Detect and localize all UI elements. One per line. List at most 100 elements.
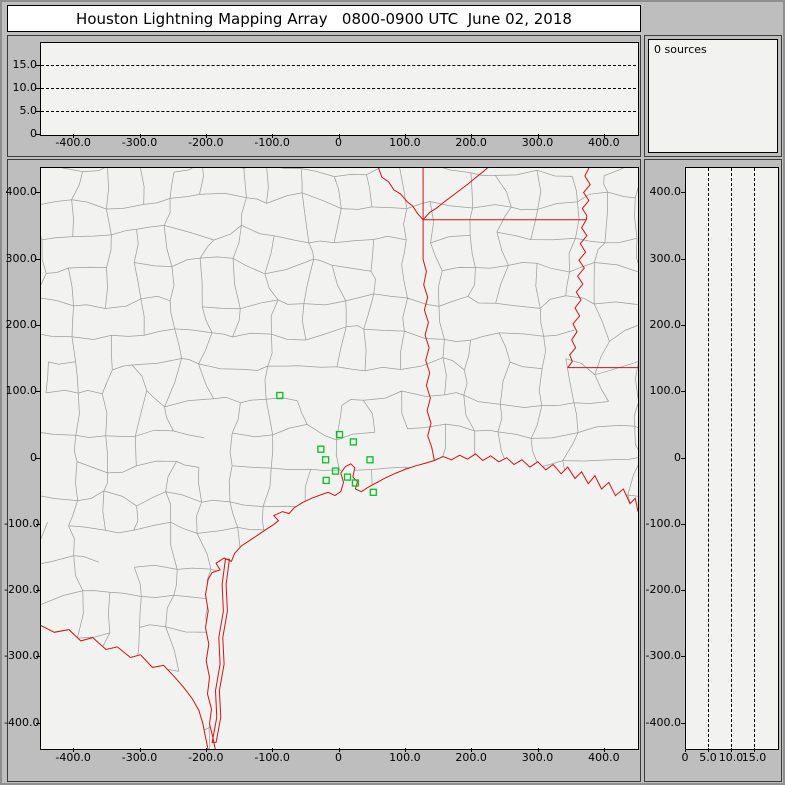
map-y-tick-label: -300.0 [4, 649, 40, 663]
tick-mark [404, 748, 406, 752]
map-y-tick-label: 400.0 [5, 185, 38, 199]
lma-station-marker [366, 456, 374, 464]
tick-mark [338, 134, 340, 138]
lma-station-marker [349, 438, 358, 446]
lma-station-marker [369, 488, 377, 496]
tick-mark [36, 134, 40, 135]
lma-station-marker [343, 473, 352, 481]
lma-station-marker [331, 467, 340, 475]
ew-axis-tick-label: -200.0 [188, 136, 224, 149]
ns-axis-tick-label: -200.0 [645, 583, 681, 597]
altitude-reference-line [41, 65, 636, 66]
altitude-reference-line [41, 111, 636, 112]
altitude-reference-line [731, 168, 732, 747]
ew-axis-tick-label: -300.0 [121, 136, 158, 149]
map-x-tick-label: -400.0 [55, 751, 91, 764]
ew-axis-tick-label: -400.0 [55, 136, 91, 149]
tick-mark [36, 65, 40, 66]
lma-station-marker [317, 445, 325, 453]
altitude-vs-eastwest-plot[interactable] [40, 42, 639, 136]
map-x-tick-label: 300.0 [521, 751, 554, 764]
state-border-line [41, 625, 209, 749]
tick-mark [681, 391, 685, 393]
window-title: Houston Lightning Mapping Array 0800-090… [76, 9, 572, 28]
alt-axis-tick-label: 5.0 [19, 104, 38, 117]
ns-axis-tick-label: 200.0 [649, 317, 682, 331]
map-y-tick-label: 100.0 [5, 384, 38, 398]
lma-station-marker [351, 479, 360, 487]
lma-station-marker [322, 476, 330, 485]
map-y-tick-label: -400.0 [4, 715, 40, 729]
sources-count-panel: 0 sources [648, 39, 778, 153]
map-x-tick-label: 100.0 [389, 751, 421, 764]
alt-axis-tick-label: 10.0 [718, 751, 744, 764]
tick-mark [603, 748, 605, 752]
barrier-island-outline [211, 558, 230, 743]
ew-axis-tick-label: 300.0 [521, 136, 554, 149]
tick-mark [537, 134, 539, 138]
ew-axis-tick-label: 200.0 [455, 136, 487, 149]
lma-station-marker [335, 430, 344, 439]
tick-mark [36, 722, 40, 724]
alt-axis-tick-label: 15.0 [12, 58, 38, 71]
tick-mark [471, 134, 473, 138]
ns-axis-tick-label: 300.0 [649, 251, 682, 265]
map-y-tick-label: -200.0 [4, 583, 40, 597]
tick-mark [681, 722, 685, 724]
tick-mark [36, 590, 40, 592]
state-border-line [422, 219, 435, 461]
tick-mark [73, 748, 75, 752]
altitude-reference-line [708, 168, 709, 747]
tick-mark [537, 748, 539, 752]
tick-mark [205, 134, 207, 138]
tick-mark [681, 523, 685, 525]
map-canvas [41, 168, 638, 749]
lma-station-marker [276, 391, 284, 400]
tick-mark [36, 523, 40, 525]
map-x-tick-label: 200.0 [455, 751, 487, 764]
ns-axis-tick-label: -300.0 [645, 649, 681, 663]
state-border-line [567, 168, 591, 368]
tick-mark [681, 590, 685, 592]
altitude-reference-line [754, 168, 755, 747]
map-y-tick-label: -100.0 [4, 516, 40, 530]
tick-mark [754, 748, 755, 752]
tick-mark [36, 88, 40, 89]
tick-mark [139, 748, 141, 752]
map-x-tick-label: 400.0 [588, 751, 620, 764]
county-boundaries [41, 168, 638, 749]
tick-mark [73, 134, 75, 138]
state-border-line [204, 453, 638, 749]
tick-mark [681, 656, 685, 658]
ns-axis-tick-label: -100.0 [645, 516, 681, 530]
alt-axis-tick-label: 10.0 [12, 81, 38, 94]
tick-mark [708, 748, 709, 752]
ew-axis-tick-label: 400.0 [588, 136, 620, 149]
ns-axis-tick-label: 400.0 [649, 185, 682, 199]
plan-view-map-plot[interactable] [40, 167, 639, 750]
lma-station-marker [321, 456, 330, 464]
tick-mark [36, 391, 40, 393]
map-x-tick-label: -300.0 [121, 751, 158, 764]
tick-mark [205, 748, 207, 752]
tick-mark [36, 656, 40, 658]
altitude-vs-northsouth-plot[interactable] [685, 167, 779, 750]
tick-mark [404, 134, 406, 138]
tick-mark [681, 457, 685, 459]
sources-count-label: 0 sources [654, 43, 707, 56]
map-x-tick-label: -200.0 [188, 751, 224, 764]
tick-mark [338, 748, 340, 752]
tick-mark [471, 748, 473, 752]
tick-mark [731, 748, 732, 752]
tick-mark [36, 324, 40, 326]
tick-mark [681, 324, 685, 326]
tick-mark [272, 748, 274, 752]
alt-axis-tick-label: 5.0 [699, 751, 717, 764]
ns-axis-tick-label: -400.0 [645, 715, 681, 729]
ew-axis-tick-label: 0 [335, 136, 342, 149]
tick-mark [36, 258, 40, 260]
state-border-line [377, 168, 424, 221]
tick-mark [36, 457, 40, 459]
tick-mark [681, 192, 685, 194]
map-canvas-holder [41, 168, 638, 749]
